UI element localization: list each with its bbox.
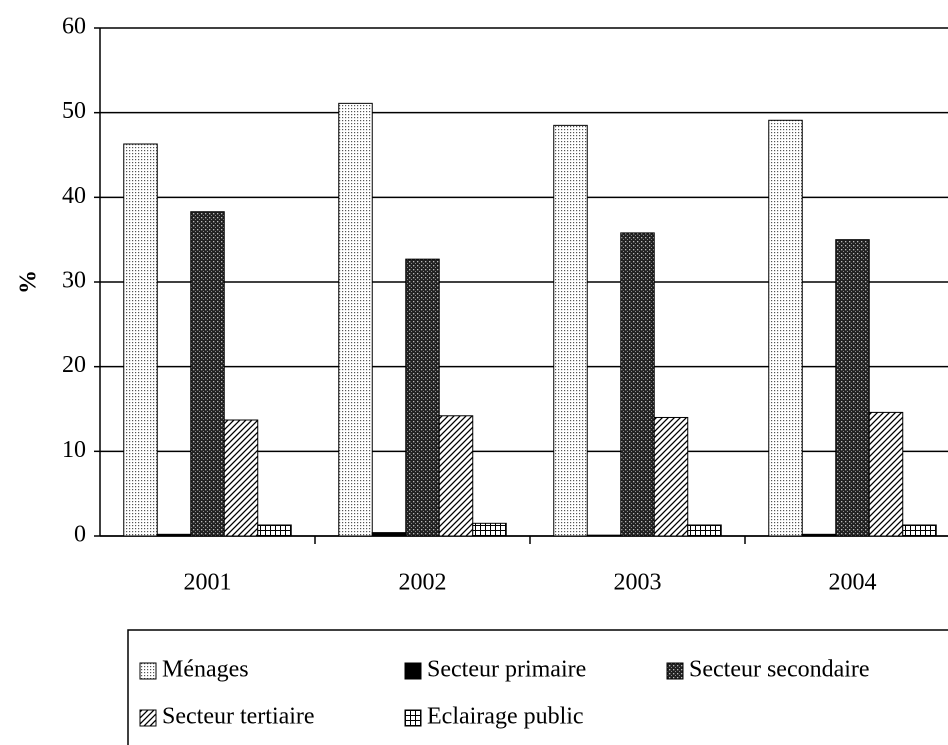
bar xyxy=(405,258,440,537)
bar xyxy=(687,524,722,537)
legend-swatch xyxy=(404,662,422,680)
bar xyxy=(835,239,870,537)
bar xyxy=(156,533,192,537)
legend-label: Eclairage public xyxy=(427,704,584,730)
bar xyxy=(123,143,158,537)
legend-label: Secteur primaire xyxy=(427,657,586,683)
y-tick-label: 10 xyxy=(62,437,86,463)
bar xyxy=(371,532,407,537)
legend-swatch xyxy=(139,662,157,680)
y-tick-label: 30 xyxy=(62,268,86,294)
legend-box xyxy=(127,629,948,745)
bar xyxy=(868,411,904,537)
y-tick-label: 40 xyxy=(62,183,86,209)
y-tick-label: 50 xyxy=(62,98,86,124)
bar xyxy=(653,416,689,537)
x-tick-label: 2004 xyxy=(829,570,877,596)
bar xyxy=(768,119,803,537)
y-tick-label: 20 xyxy=(62,352,86,378)
bar xyxy=(438,415,474,537)
bar xyxy=(620,232,655,537)
y-tick-label: 60 xyxy=(62,14,86,40)
y-tick-label: 0 xyxy=(74,522,86,548)
legend-label: Secteur secondaire xyxy=(689,657,870,683)
bar xyxy=(472,522,507,537)
legend-swatch xyxy=(666,662,684,680)
legend-swatch xyxy=(139,709,157,727)
bar xyxy=(257,524,292,537)
bar xyxy=(586,534,622,537)
x-tick-label: 2001 xyxy=(184,570,232,596)
bar xyxy=(902,524,937,537)
legend-label: Secteur tertiaire xyxy=(162,704,315,730)
bar xyxy=(223,419,259,537)
legend-label: Ménages xyxy=(162,657,249,683)
bar xyxy=(553,124,588,537)
bar xyxy=(338,102,373,537)
x-tick-label: 2002 xyxy=(399,570,447,596)
bar xyxy=(801,533,837,537)
x-tick-label: 2003 xyxy=(614,570,662,596)
legend-swatch xyxy=(404,709,422,727)
bar xyxy=(190,211,225,537)
y-axis-label: % xyxy=(16,270,42,294)
